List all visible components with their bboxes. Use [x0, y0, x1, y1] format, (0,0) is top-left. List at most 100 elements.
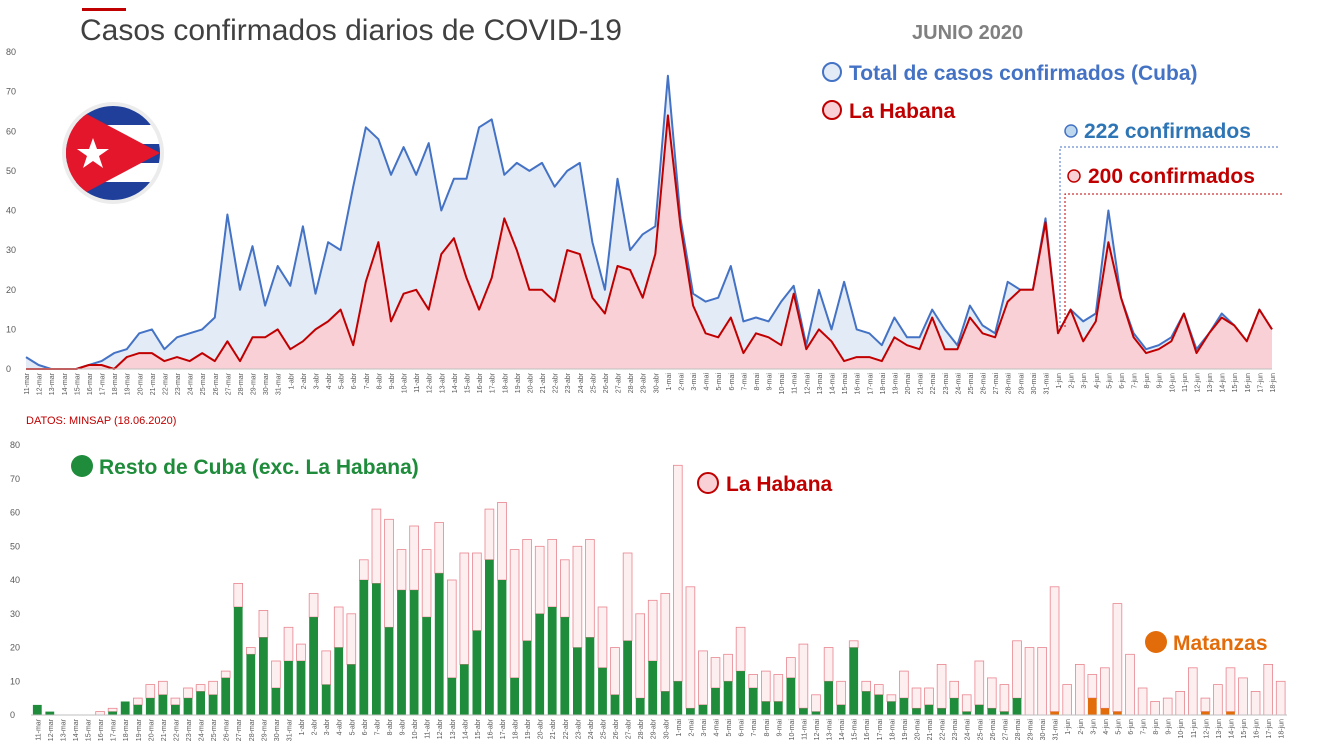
- top-x-tick-label: 16-abr: [477, 372, 484, 393]
- top-x-tick-label: 13-mar: [49, 372, 56, 395]
- bar-habana: [1250, 691, 1261, 716]
- bar-habana: [572, 545, 583, 648]
- bar-habana: [698, 650, 708, 706]
- top-x-tick-label: 20-abr: [527, 372, 534, 393]
- top-x-tick-label: 14-mai: [830, 373, 837, 395]
- bottom-x-tick-label: 29-mar: [261, 718, 268, 741]
- top-x-tick-label: 8-jun: [1144, 373, 1151, 389]
- bottom-x-tick-label: 27-mai: [1002, 719, 1009, 741]
- bar-habana: [208, 680, 218, 696]
- top-x-tick-label: 12-jun: [1195, 373, 1202, 393]
- bottom-x-tick-label: 5-abr: [349, 718, 356, 735]
- top-x-tick-label: 11-abr: [414, 372, 421, 392]
- top-x-tick-label: 19-mar: [125, 372, 132, 395]
- bar-resto: [221, 677, 231, 715]
- bar-resto: [836, 704, 846, 715]
- bottom-x-tick-label: 31-mai: [1053, 719, 1060, 741]
- top-x-tick-label: 23-mar: [175, 372, 182, 395]
- bar-resto: [585, 637, 595, 715]
- bar-habana: [748, 674, 758, 689]
- top-x-tick-label: 17-mar: [100, 372, 107, 395]
- bar-resto: [32, 704, 42, 715]
- bottom-legend: Resto de Cuba (exc. La Habana) La Habana…: [71, 455, 1268, 655]
- cuba-flag-icon: [62, 102, 164, 204]
- top-x-tick-label: 14-jun: [1220, 373, 1227, 393]
- top-x-tick-label: 29-mar: [251, 372, 258, 395]
- bar-resto: [171, 704, 180, 715]
- bar-habana: [987, 677, 997, 709]
- top-x-tick-label: 2-abr: [301, 372, 308, 389]
- bar-habana: [949, 680, 959, 699]
- bar-habana: [886, 694, 897, 702]
- top-y-tick-label: 80: [6, 47, 16, 57]
- top-x-tick-label: 1-abr: [288, 372, 295, 389]
- bar-resto: [472, 630, 482, 715]
- bottom-x-tick-label: 11-mar: [35, 718, 42, 740]
- bottom-x-tick-label: 23-mar: [186, 718, 193, 741]
- bar-habana: [1075, 664, 1085, 716]
- top-x-tick-label: 9-mai: [767, 373, 774, 391]
- bar-habana: [786, 657, 796, 679]
- bottom-x-tick-label: 4-mai: [714, 719, 721, 737]
- bottom-y-tick-label: 10: [10, 676, 20, 686]
- bar-habana: [170, 697, 181, 706]
- bottom-x-tick-label: 12-abr: [437, 718, 444, 739]
- bar-resto: [334, 647, 344, 715]
- top-x-tick-label: 31-mai: [1044, 373, 1051, 395]
- bar-resto: [698, 704, 708, 715]
- bottom-x-tick-label: 11-jun: [1191, 719, 1198, 738]
- legend-total-label: Total de casos confirmados (Cuba): [849, 62, 1198, 85]
- top-x-tick-label: 20-mar: [137, 372, 144, 395]
- bottom-x-tick-label: 9-mai: [776, 719, 783, 737]
- bar-habana: [974, 660, 985, 706]
- bottom-x-tick-label: 26-mai: [990, 719, 997, 741]
- bottom-y-tick-label: 80: [10, 440, 20, 450]
- bottom-x-tick-label: 31-mar: [287, 718, 294, 741]
- bottom-x-tick-label: 19-mar: [136, 718, 143, 741]
- legend-habana-marker: [822, 100, 842, 120]
- bottom-x-tick-label: 21-mar: [161, 718, 168, 741]
- bar-habana: [761, 670, 771, 702]
- bottom-x-tick-label: 27-mar: [236, 718, 243, 741]
- bottom-x-tick-label: 13-mai: [827, 719, 834, 741]
- bar-resto: [497, 580, 507, 715]
- top-x-tick-label: 24-abr: [578, 372, 585, 393]
- bottom-x-tick-label: 15-mai: [852, 719, 859, 741]
- bar-habana: [95, 711, 105, 716]
- bottom-x-tick-label: 1-mai: [676, 719, 683, 737]
- top-x-tick-label: 16-jun: [1245, 373, 1252, 393]
- legend-matanzas-marker: [1145, 631, 1167, 653]
- bottom-x-tick-label: 18-mar: [123, 718, 130, 741]
- annotation-total-label: 222 confirmados: [1084, 120, 1251, 143]
- bottom-x-tick-label: 30-mai: [1040, 719, 1047, 741]
- bar-habana: [961, 694, 972, 713]
- bottom-x-tick-label: 14-mai: [839, 719, 846, 741]
- bar-habana: [685, 586, 696, 709]
- bar-resto: [974, 704, 984, 715]
- bar-habana: [132, 697, 143, 706]
- bar-resto: [196, 691, 205, 715]
- top-x-tick-label: 12-abr: [427, 372, 434, 393]
- bar-habana: [1112, 603, 1123, 712]
- top-legend: Total de casos confirmados (Cuba) La Hab…: [822, 62, 1198, 123]
- bar-resto: [799, 708, 808, 716]
- top-x-tick-label: 16-mar: [87, 372, 94, 395]
- top-x-tick-label: 24-mar: [188, 372, 195, 395]
- top-y-tick-label: 10: [6, 324, 16, 334]
- top-x-tick-label: 21-abr: [540, 372, 547, 393]
- top-y-tick-label: 50: [6, 166, 16, 176]
- bottom-x-tick-label: 6-jun: [1128, 719, 1135, 735]
- top-x-tick-label: 4-jun: [1094, 373, 1101, 389]
- top-x-tick-label: 30-mai: [1031, 373, 1038, 395]
- bar-habana: [409, 525, 419, 591]
- bottom-x-tick-label: 15-jun: [1241, 719, 1248, 739]
- bottom-x-tick-label: 12-jun: [1203, 719, 1210, 739]
- annotation-total-leader: [1059, 146, 1278, 327]
- bottom-x-tick-label: 9-abr: [400, 718, 407, 735]
- bar-matanzas: [1201, 711, 1210, 715]
- bar-habana: [446, 579, 457, 679]
- bar-habana: [585, 539, 595, 638]
- top-x-tick-label: 10-mai: [779, 373, 786, 395]
- top-x-tick-label: 24-mai: [955, 373, 962, 395]
- bar-habana: [1188, 667, 1198, 716]
